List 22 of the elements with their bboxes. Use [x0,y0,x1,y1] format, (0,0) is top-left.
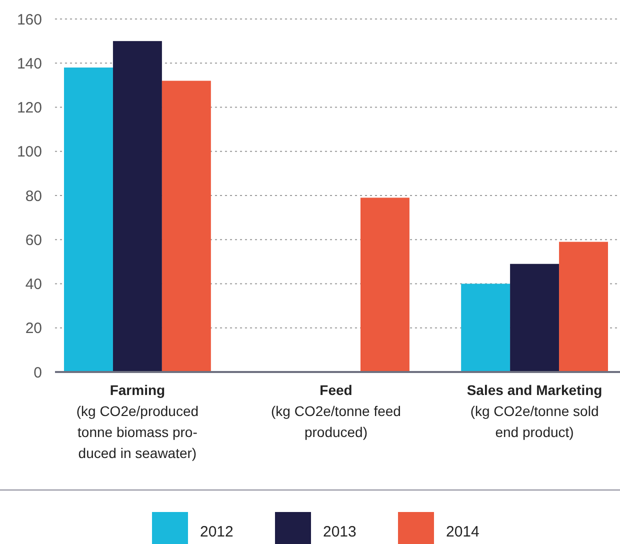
bar [360,198,410,372]
bar [162,80,211,372]
y-tick-label: 80 [25,188,42,205]
y-tick-label: 0 [34,364,42,382]
y-tick-label: 160 [16,11,42,28]
legend-label: 2014 [446,523,480,540]
x-tick-label: Sales and Marketing (kg CO2e/tonne sold end product) [466,382,602,440]
x-tick-label: Farming (kg CO2e/produced tonne biomass pro- duced in seawater) [76,382,199,461]
bar [112,41,162,372]
bar [559,242,608,372]
legend-label: 2012 [200,523,234,540]
x-tick-label: Feed (kg CO2e/tonne feed produced) [271,382,401,440]
y-tick-label: 100 [16,144,42,161]
y-tick-label: 120 [16,100,42,116]
y-tick-label: 140 [16,55,42,72]
bar [64,68,113,372]
bar [461,284,510,372]
y-tick-label: 40 [25,276,42,293]
legend-label: 2013 [323,523,356,540]
y-tick-label: 60 [25,232,42,249]
bar [510,264,560,372]
y-tick-label: 20 [25,320,42,338]
